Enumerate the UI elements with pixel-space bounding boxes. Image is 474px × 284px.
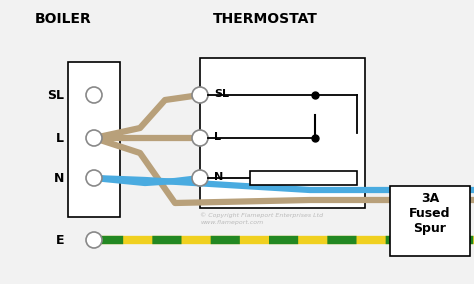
Text: 3A
Fused
Spur: 3A Fused Spur — [409, 192, 451, 235]
Text: THERMOSTAT: THERMOSTAT — [212, 12, 318, 26]
Circle shape — [192, 130, 208, 146]
Circle shape — [192, 87, 208, 103]
Circle shape — [86, 130, 102, 146]
Bar — [68, 62, 120, 217]
Text: N: N — [214, 172, 223, 182]
Bar — [390, 186, 470, 256]
Bar — [200, 58, 365, 208]
Circle shape — [192, 170, 208, 186]
Circle shape — [86, 232, 102, 248]
Text: L: L — [214, 132, 221, 142]
Text: N: N — [54, 172, 64, 185]
Bar — [250, 171, 357, 185]
Text: © Copyright Flameport Enterprises Ltd: © Copyright Flameport Enterprises Ltd — [200, 212, 323, 218]
Text: BOILER: BOILER — [35, 12, 92, 26]
Text: SL: SL — [214, 89, 229, 99]
Circle shape — [86, 170, 102, 186]
Text: SL: SL — [47, 89, 64, 101]
Text: www.flameport.com: www.flameport.com — [200, 220, 263, 225]
Text: E: E — [55, 233, 64, 247]
Circle shape — [86, 87, 102, 103]
Text: L: L — [56, 131, 64, 145]
